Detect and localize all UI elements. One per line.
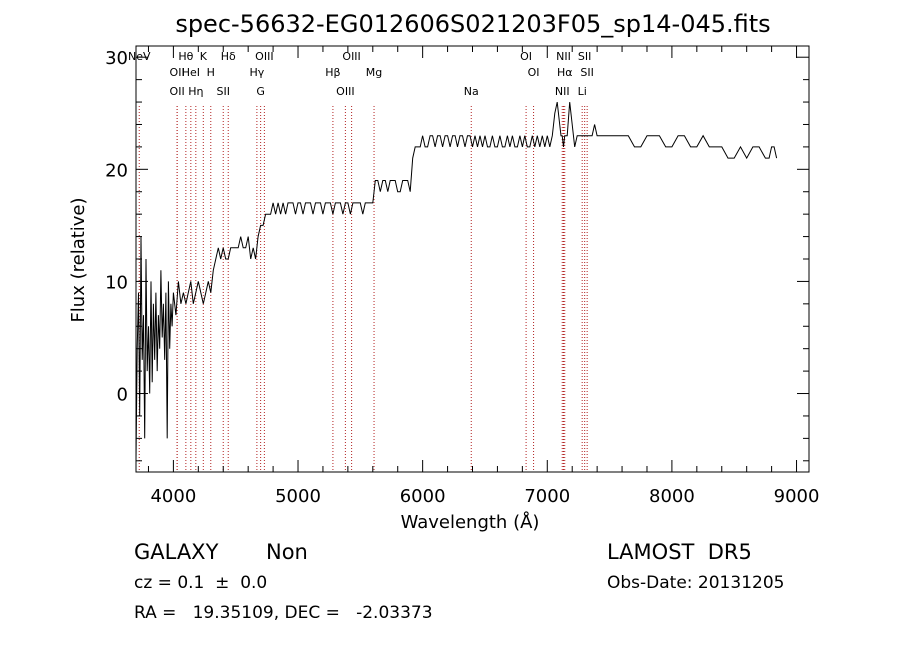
marker-label: OII: [170, 85, 185, 98]
x-tick-label: 5000: [275, 486, 321, 507]
coordinates-line: RA = 19.35109, DEC = -2.03373: [134, 603, 433, 623]
marker-label: SII: [578, 50, 591, 63]
x-tick-label: 4000: [150, 486, 196, 507]
marker-label: OIII: [342, 50, 360, 63]
survey-name: LAMOST DR5: [607, 540, 752, 564]
object-subclass: Non: [266, 540, 308, 564]
x-tick-label: 7000: [524, 486, 570, 507]
y-tick-label: 20: [105, 160, 128, 181]
marker-label: HeI: [182, 66, 200, 79]
emission-line-labels: NeVOIIOIIHθHeIHηKHSIIHδHγGOIIIHβOIIIOIII…: [128, 50, 594, 98]
x-tick-label: 9000: [774, 486, 820, 507]
marker-label: Na: [464, 85, 479, 98]
x-tick-label: 6000: [400, 486, 446, 507]
marker-label: OI: [528, 66, 540, 79]
marker-label: Hα: [557, 66, 573, 79]
marker-label: Hβ: [325, 66, 340, 79]
x-axis-ticks: 4000 5000 6000 7000 8000 9000: [147, 46, 820, 507]
y-axis-label: Flux (relative): [68, 197, 89, 322]
marker-label: OIII: [255, 50, 273, 63]
observation-date: Obs-Date: 20131205: [607, 573, 785, 593]
marker-label: OII: [170, 66, 185, 79]
plot-frame: [135, 45, 810, 473]
marker-label: OI: [520, 50, 532, 63]
marker-label: Hγ: [250, 66, 265, 79]
marker-label: NII: [555, 85, 570, 98]
y-tick-label: 10: [105, 272, 128, 293]
chart-title: spec-56632-EG012606S021203F05_sp14-045.f…: [175, 10, 770, 38]
marker-label: Hδ: [221, 50, 236, 63]
marker-label: Mg: [366, 66, 382, 79]
object-class: GALAXY: [134, 540, 219, 564]
marker-label: H: [207, 66, 215, 79]
emission-line-markers: [138, 106, 588, 472]
marker-label: Hθ: [178, 50, 193, 63]
marker-label: Li: [578, 85, 587, 98]
marker-label: SII: [580, 66, 593, 79]
marker-label: OIII: [336, 85, 354, 98]
y-tick-label: 30: [105, 48, 128, 69]
y-tick-label: 0: [117, 385, 128, 406]
y-axis-ticks: 0 10 20 30: [105, 48, 809, 462]
spectrum-line: [135, 101, 778, 461]
marker-label: K: [200, 50, 208, 63]
marker-label: NII: [556, 50, 571, 63]
marker-label: NeV: [128, 50, 151, 63]
marker-label: SII: [216, 85, 229, 98]
marker-label: Hη: [188, 85, 203, 98]
marker-label: G: [256, 85, 265, 98]
x-tick-label: 8000: [649, 486, 695, 507]
x-axis-label: Wavelength (Å): [401, 511, 540, 533]
redshift-line: cz = 0.1 ± 0.0: [134, 573, 268, 593]
